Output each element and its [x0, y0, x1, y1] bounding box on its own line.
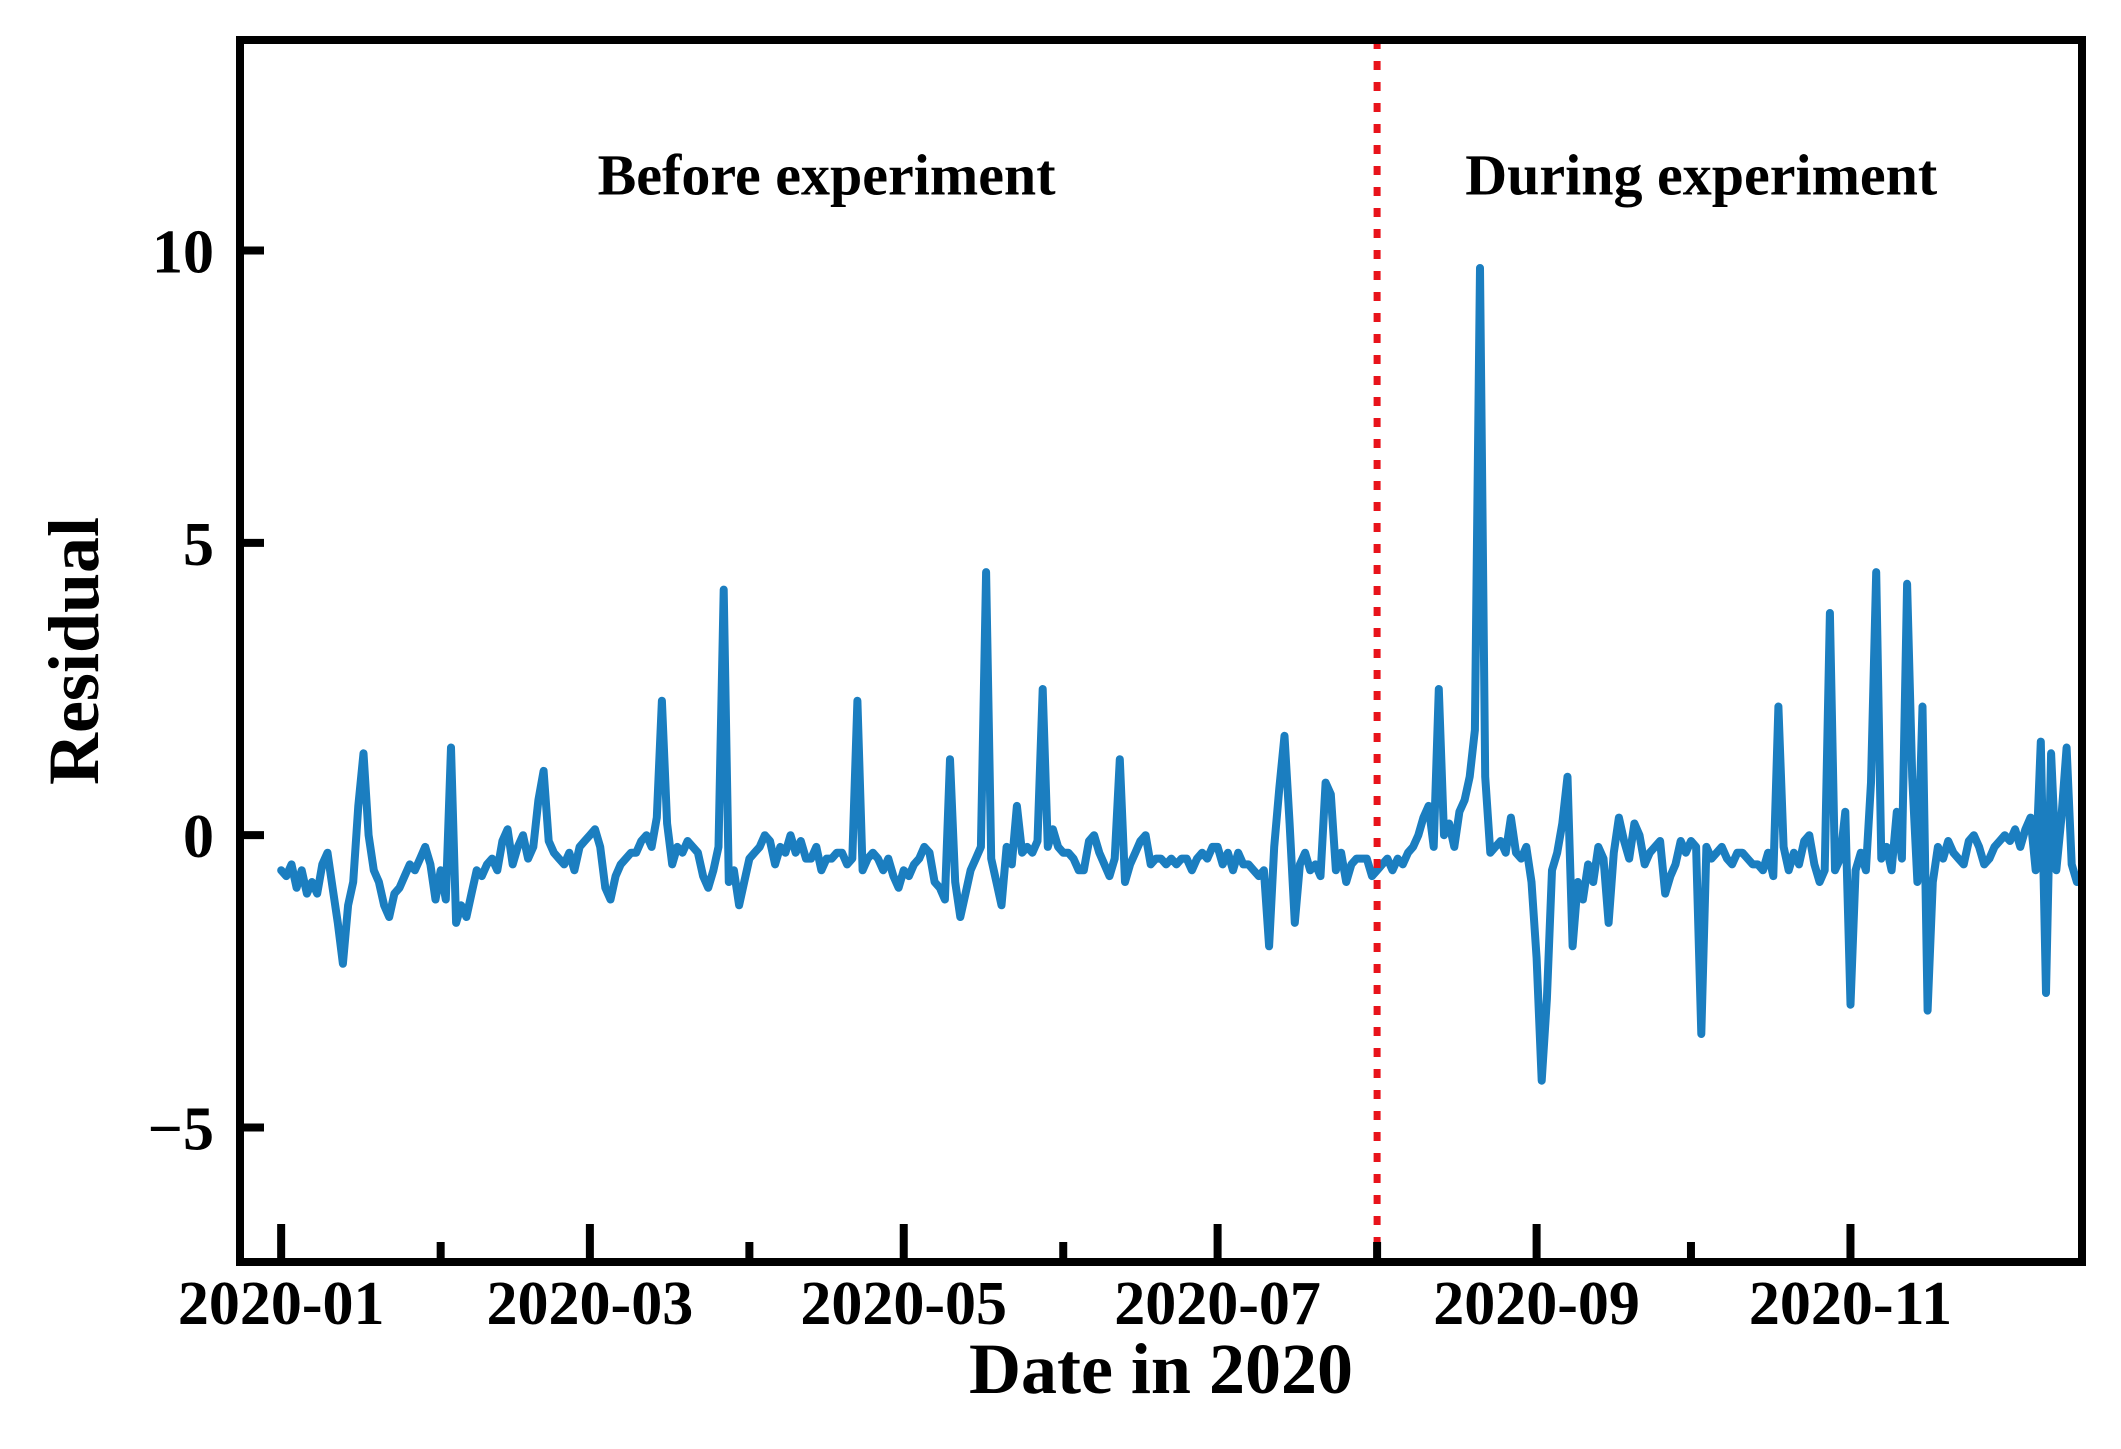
series-line-0 — [277, 264, 2081, 1085]
annotation-before-experiment: Before experiment — [598, 142, 1057, 207]
y-tick-label: 5 — [183, 511, 214, 579]
x-tick-label: 2020-03 — [487, 1270, 694, 1338]
x-tick-label: 2020-05 — [800, 1270, 1007, 1338]
x-tick-label: 2020-07 — [1114, 1270, 1321, 1338]
y-axis-title: Residual — [34, 517, 114, 785]
x-axis-title: Date in 2020 — [969, 1329, 1353, 1409]
plot-area — [277, 40, 2081, 1262]
plot-frame — [236, 36, 2086, 1266]
y-tick-label: 0 — [183, 803, 214, 871]
y-tick-label: −5 — [148, 1096, 214, 1164]
axis-ticks: −5 0 5 10 2020-01 2020-03 2020-05 2020-07 2020-0… — [148, 218, 1952, 1338]
x-tick-label: 2020-11 — [1749, 1270, 1952, 1338]
x-tick-label: 2020-01 — [178, 1270, 385, 1338]
annotation-during-experiment: During experiment — [1465, 142, 1938, 207]
x-tick-label: 2020-09 — [1433, 1270, 1640, 1338]
y-tick-label: 10 — [152, 218, 214, 286]
